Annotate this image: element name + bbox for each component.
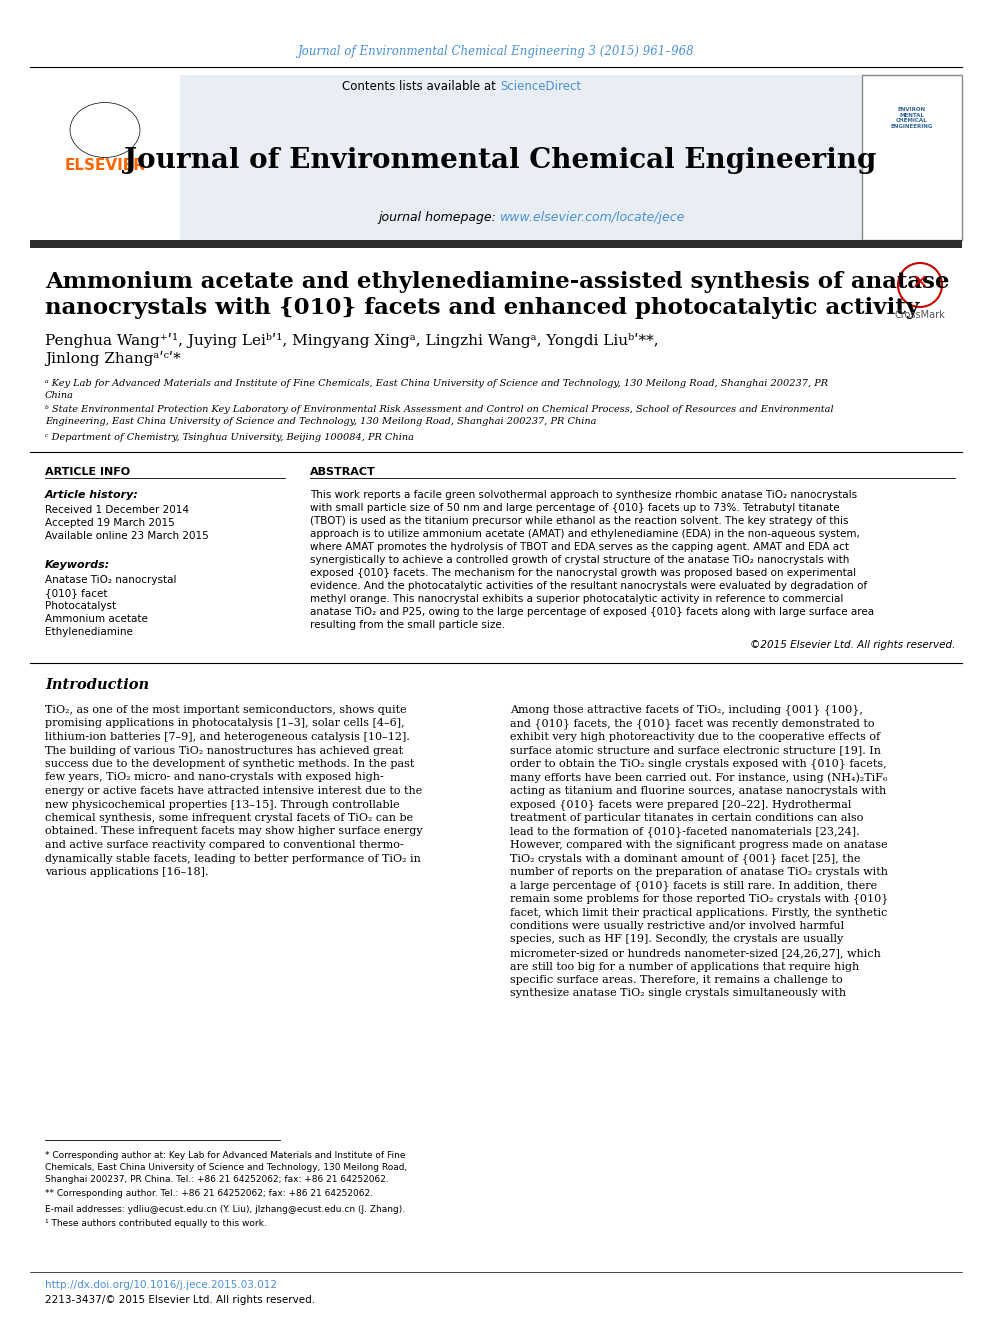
Text: approach is to utilize ammonium acetate (AMAT) and ethylenediamine (EDA) in the : approach is to utilize ammonium acetate … <box>310 529 860 538</box>
FancyBboxPatch shape <box>862 75 962 239</box>
Text: nanocrystals with {010} facets and enhanced photocatalytic activity: nanocrystals with {010} facets and enhan… <box>45 296 920 319</box>
Text: journal homepage:: journal homepage: <box>378 212 500 225</box>
Text: obtained. These infrequent facets may show higher surface energy: obtained. These infrequent facets may sh… <box>45 827 423 836</box>
Text: exposed {010} facets. The mechanism for the nanocrystal growth was proposed base: exposed {010} facets. The mechanism for … <box>310 568 856 578</box>
Text: resulting from the small particle size.: resulting from the small particle size. <box>310 620 505 630</box>
Text: conditions were usually restrictive and/or involved harmful: conditions were usually restrictive and/… <box>510 921 844 931</box>
Text: order to obtain the TiO₂ single crystals exposed with {010} facets,: order to obtain the TiO₂ single crystals… <box>510 758 887 770</box>
Text: Shanghai 200237, PR China. Tel.: +86 21 64252062; fax: +86 21 64252062.: Shanghai 200237, PR China. Tel.: +86 21 … <box>45 1175 389 1184</box>
Text: new physicochemical properties [13–15]. Through controllable: new physicochemical properties [13–15]. … <box>45 799 400 810</box>
Text: Engineering, East China University of Science and Technology, 130 Meilong Road, : Engineering, East China University of Sc… <box>45 418 596 426</box>
Text: {010} facet: {010} facet <box>45 587 107 598</box>
Text: facet, which limit their practical applications. Firstly, the synthetic: facet, which limit their practical appli… <box>510 908 888 917</box>
Text: Ammonium acetate and ethylenediamine-assisted synthesis of anatase: Ammonium acetate and ethylenediamine-ass… <box>45 271 949 292</box>
Text: surface atomic structure and surface electronic structure [19]. In: surface atomic structure and surface ele… <box>510 745 881 755</box>
Text: few years, TiO₂ micro- and nano-crystals with exposed high-: few years, TiO₂ micro- and nano-crystals… <box>45 773 384 782</box>
Text: micrometer-sized or hundreds nanometer-sized [24,26,27], which: micrometer-sized or hundreds nanometer-s… <box>510 949 881 958</box>
Text: many efforts have been carried out. For instance, using (NH₄)₂TiF₆: many efforts have been carried out. For … <box>510 773 888 783</box>
Text: a large percentage of {010} facets is still rare. In addition, there: a large percentage of {010} facets is st… <box>510 880 877 890</box>
Text: Ammonium acetate: Ammonium acetate <box>45 614 148 624</box>
Text: China: China <box>45 390 74 400</box>
Text: treatment of particular titanates in certain conditions can also: treatment of particular titanates in cer… <box>510 814 863 823</box>
Text: * Corresponding author at: Key Lab for Advanced Materials and Institute of Fine: * Corresponding author at: Key Lab for A… <box>45 1151 406 1159</box>
Text: where AMAT promotes the hydrolysis of TBOT and EDA serves as the capping agent. : where AMAT promotes the hydrolysis of TB… <box>310 542 849 552</box>
Text: Jinlong Zhangᵃʹᶜʹ*: Jinlong Zhangᵃʹᶜʹ* <box>45 351 181 365</box>
Text: http://dx.doi.org/10.1016/j.jece.2015.03.012: http://dx.doi.org/10.1016/j.jece.2015.03… <box>45 1279 277 1290</box>
Text: dynamically stable facets, leading to better performance of TiO₂ in: dynamically stable facets, leading to be… <box>45 853 421 864</box>
Text: ✕: ✕ <box>912 274 929 292</box>
Text: Received 1 December 2014: Received 1 December 2014 <box>45 505 189 515</box>
Text: synthesize anatase TiO₂ single crystals simultaneously with: synthesize anatase TiO₂ single crystals … <box>510 988 846 999</box>
Text: various applications [16–18].: various applications [16–18]. <box>45 867 208 877</box>
Text: ¹ These authors contributed equally to this work.: ¹ These authors contributed equally to t… <box>45 1220 267 1229</box>
Text: ᶜ Department of Chemistry, Tsinghua University, Beijing 100084, PR China: ᶜ Department of Chemistry, Tsinghua Univ… <box>45 433 414 442</box>
Text: ELSEVIER: ELSEVIER <box>64 157 146 172</box>
Text: However, compared with the significant progress made on anatase: However, compared with the significant p… <box>510 840 888 849</box>
Text: Photocatalyst: Photocatalyst <box>45 601 116 611</box>
Text: exposed {010} facets were prepared [20–22]. Hydrothermal: exposed {010} facets were prepared [20–2… <box>510 799 851 810</box>
Text: The building of various TiO₂ nanostructures has achieved great: The building of various TiO₂ nanostructu… <box>45 745 403 755</box>
Text: www.elsevier.com/locate/jece: www.elsevier.com/locate/jece <box>500 212 685 225</box>
Text: Journal of Environmental Chemical Engineering: Journal of Environmental Chemical Engine… <box>124 147 876 173</box>
FancyBboxPatch shape <box>30 75 180 239</box>
Text: Anatase TiO₂ nanocrystal: Anatase TiO₂ nanocrystal <box>45 576 177 585</box>
Text: and {010} facets, the {010} facet was recently demonstrated to: and {010} facets, the {010} facet was re… <box>510 718 875 729</box>
Text: lead to the formation of {010}-faceted nanomaterials [23,24].: lead to the formation of {010}-faceted n… <box>510 826 860 837</box>
Text: Accepted 19 March 2015: Accepted 19 March 2015 <box>45 519 175 528</box>
Text: are still too big for a number of applications that require high: are still too big for a number of applic… <box>510 962 859 971</box>
Text: methyl orange. This nanocrystal exhibits a superior photocatalytic activity in r: methyl orange. This nanocrystal exhibits… <box>310 594 843 605</box>
Text: acting as titanium and fluorine sources, anatase nanocrystals with: acting as titanium and fluorine sources,… <box>510 786 886 796</box>
Text: Keywords:: Keywords: <box>45 560 110 570</box>
Text: Available online 23 March 2015: Available online 23 March 2015 <box>45 531 208 541</box>
Text: number of reports on the preparation of anatase TiO₂ crystals with: number of reports on the preparation of … <box>510 867 888 877</box>
Text: Article history:: Article history: <box>45 490 139 500</box>
Text: species, such as HF [19]. Secondly, the crystals are usually: species, such as HF [19]. Secondly, the … <box>510 934 843 945</box>
Text: evidence. And the photocatalytic activities of the resultant nanocrystals were e: evidence. And the photocatalytic activit… <box>310 581 867 591</box>
Text: chemical synthesis, some infrequent crystal facets of TiO₂ can be: chemical synthesis, some infrequent crys… <box>45 814 413 823</box>
Text: Penghua Wang⁺ʹ¹, Juying Leiᵇʹ¹, Mingyang Xingᵃ, Lingzhi Wangᵃ, Yongdi Liuᵇʹ**,: Penghua Wang⁺ʹ¹, Juying Leiᵇʹ¹, Mingyang… <box>45 332 659 348</box>
Text: ScienceDirect: ScienceDirect <box>500 81 581 94</box>
Text: TiO₂, as one of the most important semiconductors, shows quite: TiO₂, as one of the most important semic… <box>45 705 407 714</box>
Text: Journal of Environmental Chemical Engineering 3 (2015) 961–968: Journal of Environmental Chemical Engine… <box>298 45 694 58</box>
FancyBboxPatch shape <box>30 239 962 247</box>
Text: and active surface reactivity compared to conventional thermo-: and active surface reactivity compared t… <box>45 840 404 849</box>
Text: ENVIRON
MENTAL
CHEMICAL
ENGINEERING: ENVIRON MENTAL CHEMICAL ENGINEERING <box>891 107 933 130</box>
Text: ᵃ Key Lab for Advanced Materials and Institute of Fine Chemicals, East China Uni: ᵃ Key Lab for Advanced Materials and Ins… <box>45 378 828 388</box>
Text: ** Corresponding author. Tel.: +86 21 64252062; fax: +86 21 64252062.: ** Corresponding author. Tel.: +86 21 64… <box>45 1189 373 1199</box>
Text: exhibit very high photoreactivity due to the cooperative effects of: exhibit very high photoreactivity due to… <box>510 732 880 742</box>
Text: ᵇ State Environmental Protection Key Laboratory of Environmental Risk Assessment: ᵇ State Environmental Protection Key Lab… <box>45 406 833 414</box>
Text: ARTICLE INFO: ARTICLE INFO <box>45 467 130 478</box>
Text: success due to the development of synthetic methods. In the past: success due to the development of synthe… <box>45 759 415 769</box>
Text: specific surface areas. Therefore, it remains a challenge to: specific surface areas. Therefore, it re… <box>510 975 842 986</box>
Text: ©2015 Elsevier Ltd. All rights reserved.: ©2015 Elsevier Ltd. All rights reserved. <box>750 640 955 650</box>
Text: remain some problems for those reported TiO₂ crystals with {010}: remain some problems for those reported … <box>510 893 889 905</box>
Text: Ethylenediamine: Ethylenediamine <box>45 627 133 636</box>
Text: synergistically to achieve a controlled growth of crystal structure of the anata: synergistically to achieve a controlled … <box>310 556 849 565</box>
Text: lithium-ion batteries [7–9], and heterogeneous catalysis [10–12].: lithium-ion batteries [7–9], and heterog… <box>45 732 410 742</box>
FancyBboxPatch shape <box>30 75 962 239</box>
Text: Contents lists available at: Contents lists available at <box>342 81 500 94</box>
Text: with small particle size of 50 nm and large percentage of {010} facets up to 73%: with small particle size of 50 nm and la… <box>310 503 839 513</box>
Text: TiO₂ crystals with a dominant amount of {001} facet [25], the: TiO₂ crystals with a dominant amount of … <box>510 853 860 864</box>
Text: anatase TiO₂ and P25, owing to the large percentage of exposed {010} facets alon: anatase TiO₂ and P25, owing to the large… <box>310 607 874 617</box>
Text: Introduction: Introduction <box>45 677 149 692</box>
Text: 2213-3437/© 2015 Elsevier Ltd. All rights reserved.: 2213-3437/© 2015 Elsevier Ltd. All right… <box>45 1295 315 1304</box>
Text: promising applications in photocatalysis [1–3], solar cells [4–6],: promising applications in photocatalysis… <box>45 718 405 729</box>
Text: E-mail addresses: ydliu@ecust.edu.cn (Y. Liu), jlzhang@ecust.edu.cn (J. Zhang).: E-mail addresses: ydliu@ecust.edu.cn (Y.… <box>45 1204 405 1213</box>
Text: CrossMark: CrossMark <box>895 310 945 320</box>
Text: ABSTRACT: ABSTRACT <box>310 467 376 478</box>
Text: Among those attractive facets of TiO₂, including {001} {100},: Among those attractive facets of TiO₂, i… <box>510 705 863 716</box>
Circle shape <box>898 263 942 307</box>
Text: Chemicals, East China University of Science and Technology, 130 Meilong Road,: Chemicals, East China University of Scie… <box>45 1163 408 1171</box>
Text: (TBOT) is used as the titanium precursor while ethanol as the reaction solvent. : (TBOT) is used as the titanium precursor… <box>310 516 848 527</box>
Text: This work reports a facile green solvothermal approach to synthesize rhombic ana: This work reports a facile green solvoth… <box>310 490 857 500</box>
Text: energy or active facets have attracted intensive interest due to the: energy or active facets have attracted i… <box>45 786 423 796</box>
